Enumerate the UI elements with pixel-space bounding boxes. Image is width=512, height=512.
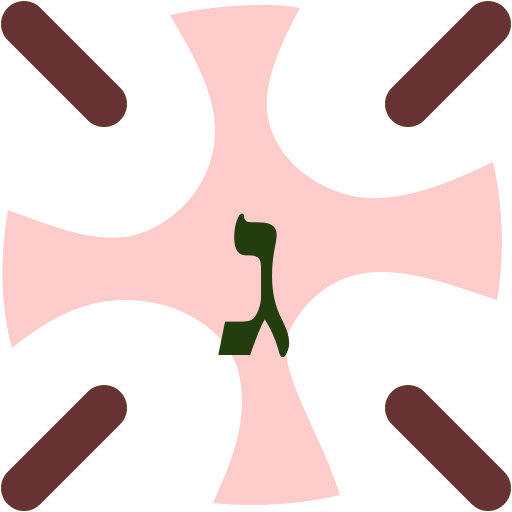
cross-blob-icon <box>2 4 502 505</box>
top-right-dash <box>385 1 511 127</box>
hebrew-letter: ג <box>216 130 295 412</box>
bottom-right-dash <box>385 385 511 511</box>
top-left-dash <box>1 1 127 127</box>
bottom-left-dash <box>1 385 127 511</box>
